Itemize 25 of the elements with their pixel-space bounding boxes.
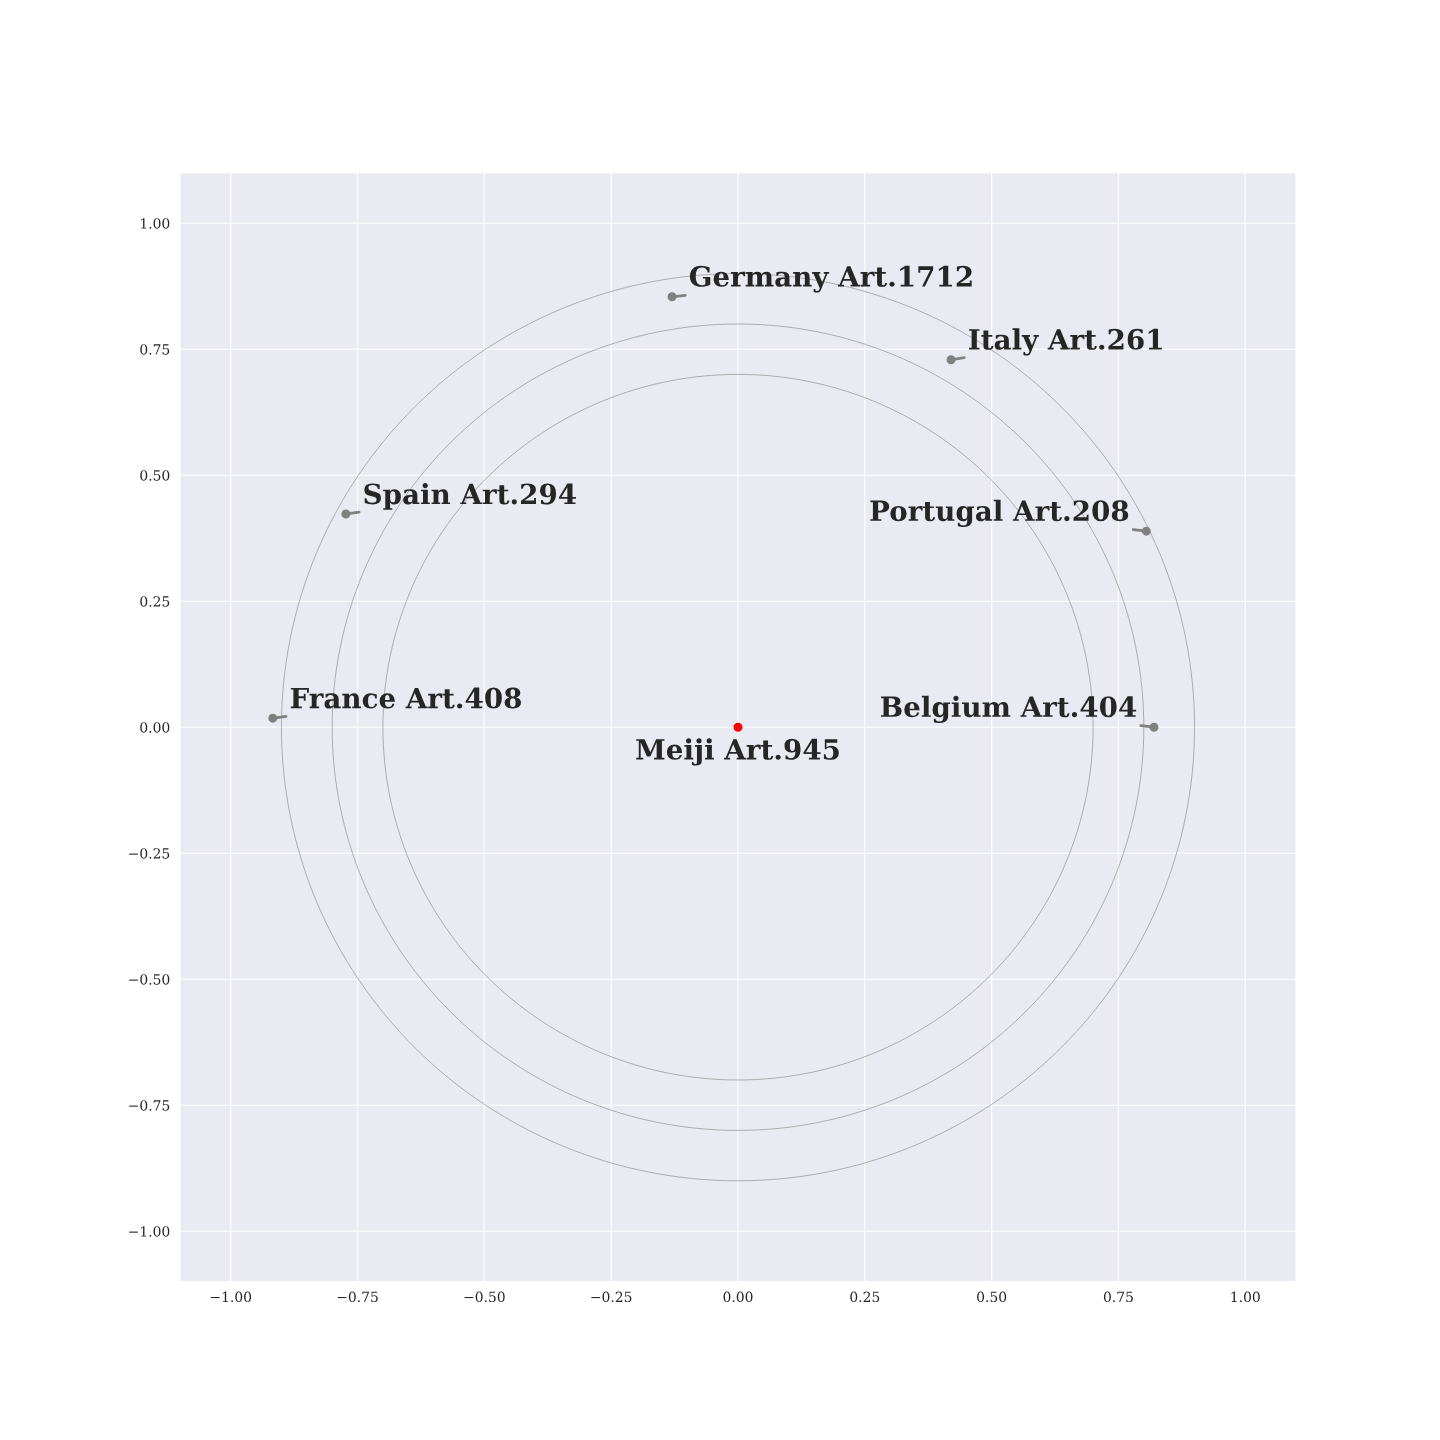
x-tick-label: 0.25	[850, 1291, 880, 1303]
x-tick-label: −0.25	[591, 1291, 632, 1303]
annotation: France Art.408	[290, 687, 521, 709]
y-tick-label: 0.00	[140, 722, 170, 733]
x-tick-label: 1.00	[1231, 1291, 1260, 1303]
y-tick-label: 0.25	[140, 596, 170, 607]
annotation: Belgium Art.404	[880, 695, 1137, 724]
x-tick-label: −0.75	[337, 1291, 378, 1303]
x-tick-label: 0.75	[1103, 1291, 1133, 1303]
x-tick-label: −0.50	[464, 1291, 505, 1303]
annotation: Germany Art.1712	[689, 265, 972, 293]
annotation: Spain Art.294	[364, 482, 576, 510]
annotation: Portugal Art.208	[870, 499, 1129, 527]
y-tick-label: 0.50	[140, 470, 170, 481]
y-tick-label: 1.00	[141, 218, 170, 229]
y-tick-label: −0.75	[129, 1100, 170, 1111]
y-tick-label: 0.75	[140, 344, 170, 355]
annotation: Italy Art.261	[969, 328, 1162, 356]
y-tick-label: −0.25	[129, 848, 170, 859]
x-tick-label: 0.50	[977, 1291, 1007, 1303]
y-tick-label: −1.00	[129, 1226, 170, 1237]
annotation: Meiji Art.945	[636, 738, 839, 766]
x-tick-label: −1.00	[210, 1291, 252, 1303]
y-tick-label: −0.50	[129, 974, 170, 985]
x-tick-label: 0.00	[723, 1291, 753, 1303]
